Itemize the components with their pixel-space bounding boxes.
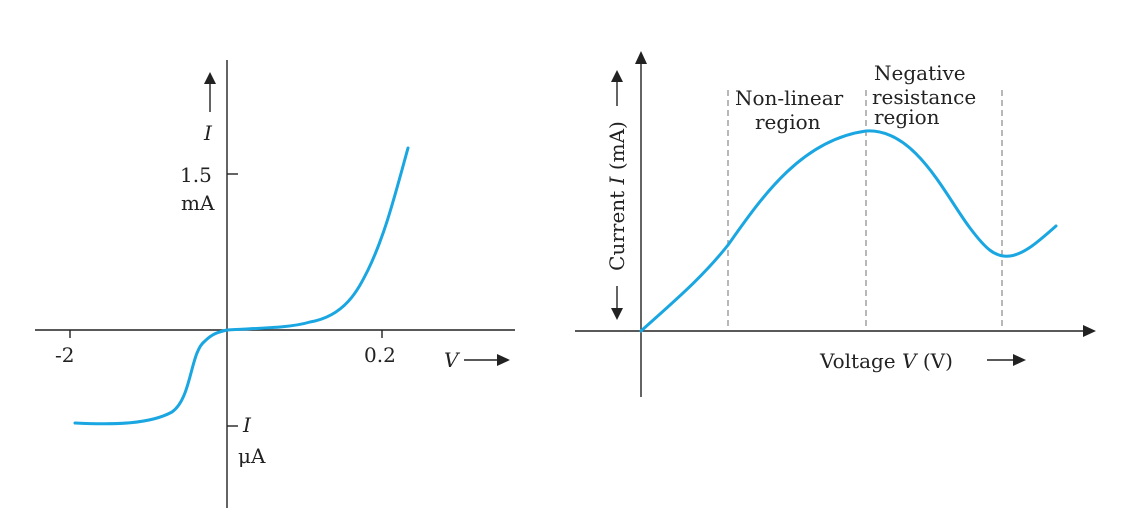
diode-iv-curve xyxy=(73,146,410,426)
region1-label-line1: Non-linear xyxy=(735,86,844,110)
left-x-axis-label: V xyxy=(444,348,461,372)
left-y-axis-label: I xyxy=(203,121,213,145)
right-y-axis-arrow-icon xyxy=(635,51,647,64)
region2-label-line2: resistance xyxy=(872,85,976,109)
left-y-label-arrow-icon xyxy=(204,72,216,84)
right-y-axis-label-group: Current I (mA) xyxy=(605,121,629,271)
region1-label-line2: region xyxy=(755,110,821,134)
left-neg-current-label: I xyxy=(242,413,252,437)
right-x-axis-label: Voltage V (V) xyxy=(819,349,953,373)
left-tick-label-neg2: -2 xyxy=(55,343,74,367)
tunnel-diode-curve xyxy=(639,129,1058,333)
left-x-label-arrow-icon xyxy=(497,354,510,366)
tunnel-diode-chart: Non-linear region Negative resistance re… xyxy=(575,51,1096,397)
left-tick-label-02: 0.2 xyxy=(364,343,396,367)
region2-label-line3: region xyxy=(874,105,940,129)
right-x-axis-arrow-icon xyxy=(1083,325,1096,337)
left-unit-ma: mA xyxy=(181,191,215,215)
region2-label-line1: Negative xyxy=(874,61,966,85)
right-y-label-arrow-up-icon xyxy=(611,70,623,82)
right-y-label-arrow-down-icon xyxy=(611,308,623,320)
right-y-axis-label: Current I (mA) xyxy=(605,121,629,271)
right-x-label-arrow-icon xyxy=(1013,354,1026,366)
left-unit-ua: μA xyxy=(238,444,266,468)
diode-iv-chart: -2 0.2 1.5 mA I μA I V xyxy=(35,60,515,508)
left-tick-label-15: 1.5 xyxy=(180,163,212,187)
